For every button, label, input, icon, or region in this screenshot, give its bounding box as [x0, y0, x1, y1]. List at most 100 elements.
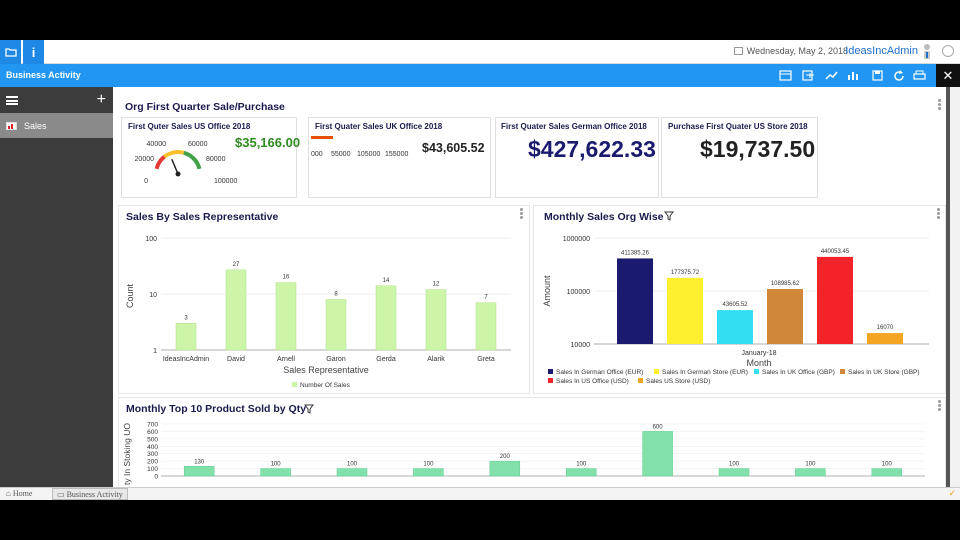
x-tick-label: Arnell [277, 356, 295, 363]
dashboard-title: Org First Quarter Sale/Purchase [125, 101, 285, 113]
gauge-tick-label: 100000 [214, 178, 237, 185]
x-tick-label: IdeasIncAdmin [163, 356, 209, 363]
bar-value-label: 100 [882, 462, 893, 468]
bar [325, 299, 347, 351]
legend-swatch [654, 369, 659, 374]
bar-value-label: 177375.72 [671, 270, 700, 276]
bar-value-label: 7 [484, 295, 488, 301]
dashboard: Org First Quarter Sale/Purchase First Qu… [113, 87, 947, 487]
refresh-icon[interactable] [891, 68, 906, 83]
bar-value-label: 100 [347, 462, 358, 468]
top-products-panel: Monthly Top 10 Product Sold by Qty 700 60… [118, 397, 946, 487]
close-button[interactable]: ✕ [936, 64, 960, 87]
linear-gauge-tick: 000 [311, 151, 323, 158]
bar-value-label: 43605.52 [722, 302, 748, 308]
kpi-value: $43,605.52 [422, 141, 485, 155]
bar [275, 282, 297, 351]
add-widget-icon[interactable] [801, 68, 816, 83]
scroll-track [950, 87, 960, 487]
bar-value-label: 100 [576, 462, 587, 468]
layout-icon[interactable] [778, 68, 793, 83]
bar-value-label: 100 [271, 462, 282, 468]
x-tick-label: January-18 [741, 350, 776, 357]
x-tick-label: Alarik [427, 356, 445, 363]
legend-swatch [638, 378, 643, 383]
panel-menu-icon[interactable] [938, 400, 941, 411]
kpi-card-us-store: Purchase First Quater US Store 2018 $19,… [661, 117, 818, 198]
bar-value-label: 108985.62 [771, 281, 800, 287]
sidebar-toolbar: + [0, 87, 113, 113]
scrollbar[interactable] [946, 87, 950, 487]
bar [871, 468, 903, 477]
panel-menu-icon[interactable] [938, 99, 941, 110]
kpi-title: First Quter Sales US Office 2018 [128, 122, 251, 131]
linear-gauge-tick: 155000 [385, 151, 408, 158]
bar [767, 289, 803, 344]
footer-home-label: Home [12, 489, 33, 498]
x-tick-label: Greta [477, 356, 495, 363]
bar [718, 468, 750, 477]
monthly-sales-panel: Monthly Sales Org Wise 1000000 100000 1000… [533, 205, 946, 394]
bar [565, 468, 597, 477]
footer-business-tab[interactable]: ▭ Business Activity [52, 488, 128, 500]
legend-swatch [548, 378, 553, 383]
linear-gauge: 000 55000 105000 155000 [311, 136, 408, 158]
y-tick-label: 100 [145, 236, 157, 243]
page-header: Business Activity ✕ [0, 64, 960, 87]
save-icon[interactable] [870, 68, 885, 83]
chart-title: Monthly Sales Org Wise [544, 211, 664, 223]
chart-title: Sales By Sales Representative [126, 211, 279, 223]
bar [489, 460, 521, 477]
sales-by-rep-chart: 100 10 1 3 IdeasIncAdmin 27 David 16 Arnell 8 Garo… [125, 236, 511, 389]
y-tick-label: 200 [147, 459, 158, 466]
gauge-band [163, 150, 185, 159]
gauge-band [183, 150, 202, 170]
menu-icon[interactable] [6, 96, 18, 105]
footer-home-tab[interactable]: ⌂ Home [6, 489, 33, 498]
legend-label: Number Of Sales [300, 382, 351, 389]
kpi-value: $427,622.33 [528, 136, 656, 162]
bar [617, 258, 653, 344]
user-name[interactable]: IdeasIncAdmin [845, 45, 918, 57]
bar [475, 302, 497, 351]
y-tick-label: 10000 [571, 342, 591, 349]
print-icon[interactable] [912, 68, 927, 83]
bar [375, 285, 397, 351]
kpi-value: $19,737.50 [700, 136, 816, 162]
y-axis-label: Count [125, 284, 135, 309]
filter-icon[interactable] [664, 211, 674, 221]
x-axis-label: Month [746, 358, 771, 368]
user-avatar-icon[interactable] [922, 43, 932, 60]
bar-value-label: 16 [283, 275, 290, 281]
legend-label: Sales In German Office (EUR) [556, 369, 643, 376]
x-tick-label: Gerda [376, 356, 396, 363]
bar [183, 466, 215, 477]
panel-menu-icon[interactable] [520, 208, 523, 219]
gauge-tick-label: 40000 [147, 141, 167, 148]
app-window: i Wednesday, May 2, 2018 IdeasIncAdmin B… [0, 40, 960, 500]
current-date: Wednesday, May 2, 2018 [746, 46, 848, 56]
kpi-title: First Quater Sales UK Office 2018 [315, 122, 443, 131]
linear-gauge-tick: 105000 [357, 151, 380, 158]
y-tick-label: 100000 [567, 289, 590, 296]
bar-chart-icon[interactable] [846, 68, 861, 83]
info-icon[interactable]: i [23, 40, 44, 64]
bar-value-label: 3 [184, 315, 188, 321]
x-tick-label: David [227, 356, 245, 363]
y-tick-label: 0 [154, 474, 158, 481]
y-tick-label: 1000000 [563, 236, 590, 243]
folder-icon[interactable] [0, 40, 21, 64]
gauge-tick-label: 60000 [188, 141, 208, 148]
kpi-card-german-office: First Quater Sales German Office 2018 $4… [495, 117, 659, 198]
panel-menu-icon[interactable] [937, 208, 940, 219]
filter-icon[interactable] [304, 404, 314, 414]
gauge-tick-label: 0 [144, 178, 148, 185]
bar [667, 277, 703, 344]
add-button[interactable]: + [96, 91, 106, 108]
kpi-title: First Quater Sales German Office 2018 [501, 122, 647, 131]
bar-value-label: 27 [233, 262, 240, 268]
power-icon[interactable] [942, 45, 954, 57]
bar-value-label: 16070 [877, 325, 894, 331]
add-chart-icon[interactable] [824, 68, 839, 83]
sidebar-item-sales[interactable]: Sales [0, 113, 113, 138]
